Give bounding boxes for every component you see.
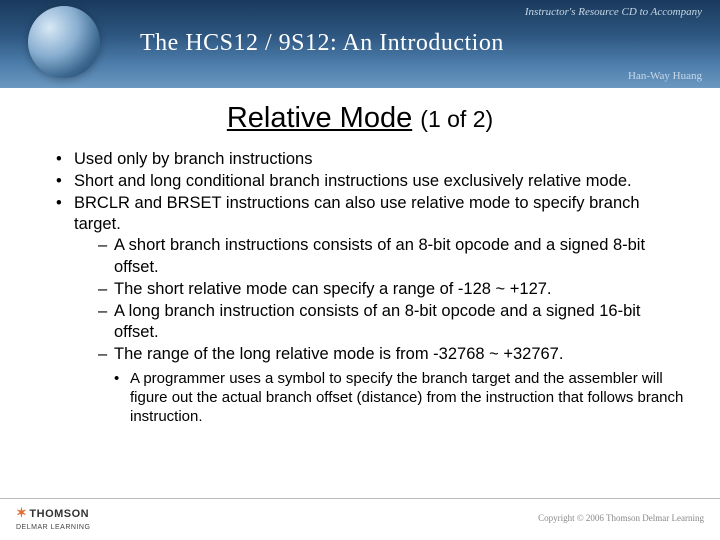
dash-text: A short branch instructions consists of … <box>114 236 645 275</box>
publisher-bottom: DELMAR LEARNING <box>16 524 90 531</box>
bullet-text: Short and long conditional branch instru… <box>74 172 632 190</box>
header-author: Han-Way Huang <box>628 70 702 82</box>
sub-bullet-list: A programmer uses a symbol to specify th… <box>74 369 684 427</box>
slide-footer: ✶THOMSON DELMAR LEARNING Copyright © 200… <box>0 498 720 540</box>
slide-header: Instructor's Resource CD to Accompany Th… <box>0 0 720 88</box>
globe-icon <box>28 6 100 78</box>
list-item: A programmer uses a symbol to specify th… <box>114 369 684 427</box>
list-item: A short branch instructions consists of … <box>98 235 684 277</box>
list-item: A long branch instruction consists of an… <box>98 301 684 343</box>
list-item: BRCLR and BRSET instructions can also us… <box>56 193 684 426</box>
list-item: The short relative mode can specify a ra… <box>98 279 684 300</box>
header-subtitle: Instructor's Resource CD to Accompany <box>525 6 702 18</box>
dash-text: The short relative mode can specify a ra… <box>114 280 552 298</box>
publisher-top: THOMSON <box>29 508 89 520</box>
slide-title-sub: (1 of 2) <box>420 106 493 132</box>
publisher-logo: ✶THOMSON DELMAR LEARNING <box>16 505 90 531</box>
slide-title-main: Relative Mode <box>227 102 412 134</box>
dash-text: The range of the long relative mode is f… <box>114 345 563 363</box>
dash-list: A short branch instructions consists of … <box>74 235 684 365</box>
bullet-list: Used only by branch instructions Short a… <box>36 149 684 427</box>
header-title: The HCS12 / 9S12: An Introduction <box>140 30 504 57</box>
star-icon: ✶ <box>16 505 27 521</box>
slide-title: Relative Mode (1 of 2) <box>36 102 684 135</box>
dash-text: A long branch instruction consists of an… <box>114 302 641 341</box>
bullet-text: Used only by branch instructions <box>74 150 312 168</box>
list-item: The range of the long relative mode is f… <box>98 344 684 365</box>
slide-content: Relative Mode (1 of 2) Used only by bran… <box>0 88 720 427</box>
copyright-text: Copyright © 2006 Thomson Delmar Learning <box>538 513 704 523</box>
sub-bullet-text: A programmer uses a symbol to specify th… <box>130 370 683 425</box>
list-item: Short and long conditional branch instru… <box>56 171 684 192</box>
bullet-text: BRCLR and BRSET instructions can also us… <box>74 194 640 233</box>
list-item: Used only by branch instructions <box>56 149 684 170</box>
